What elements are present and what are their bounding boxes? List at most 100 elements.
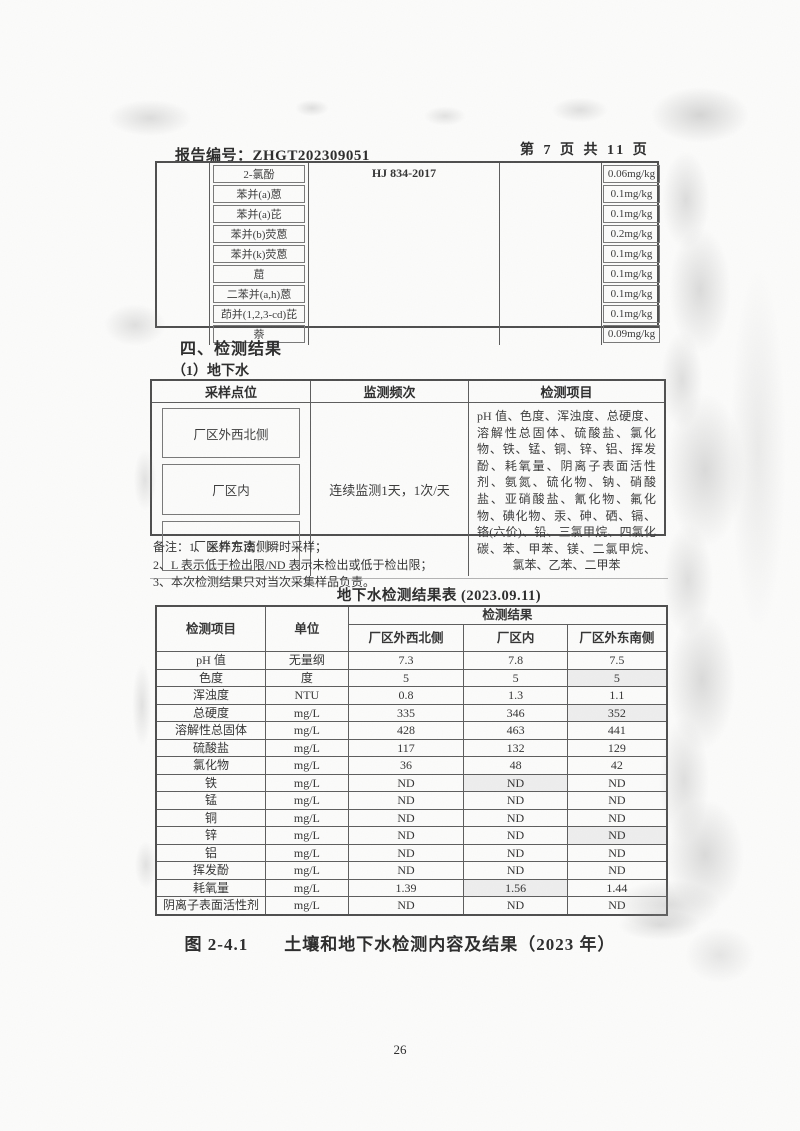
compound-value-cell: 0.1mg/kg: [603, 265, 660, 283]
divider-line: [150, 578, 668, 579]
compound-value-cell: 0.1mg/kg: [603, 185, 660, 203]
result-value-se-cell: 7.5: [566, 651, 668, 670]
result-value-in-cell: 5: [463, 668, 568, 687]
result-item-cell: 铝: [155, 843, 267, 862]
result-unit-cell: mg/L: [265, 896, 349, 915]
method-standard: HJ 834-2017: [371, 166, 437, 180]
results-row: 铁 mg/L ND ND ND: [155, 773, 668, 792]
result-unit-cell: mg/L: [265, 756, 349, 775]
result-item-cell: 氯化物: [155, 756, 267, 775]
compound-value-cell: 0.09mg/kg: [603, 325, 660, 343]
result-item-cell: 硫酸盐: [155, 738, 267, 757]
results-header-site-nw: 厂区外西北侧: [347, 624, 465, 652]
results-row: 溶解性总固体 mg/L 428 463 441: [155, 721, 668, 740]
result-item-cell: 总硬度: [155, 703, 267, 722]
results-row: pH 值 无量纲 7.3 7.8 7.5: [155, 651, 668, 670]
compound-value-cell: 0.1mg/kg: [603, 305, 660, 323]
result-value-nw-cell: 335: [347, 703, 465, 722]
compound-name-cell: 苯并(b)荧蒽: [213, 225, 305, 243]
result-value-nw-cell: 1.39: [347, 878, 465, 897]
compound-name-cell: 苯并(k)荧蒽: [213, 245, 305, 263]
results-row: 锌 mg/L ND ND ND: [155, 826, 668, 845]
result-value-se-cell: 1.1: [566, 686, 668, 705]
result-value-in-cell: ND: [463, 791, 568, 810]
result-unit-cell: mg/L: [265, 791, 349, 810]
result-value-in-cell: ND: [463, 861, 568, 880]
result-value-nw-cell: 428: [347, 721, 465, 740]
result-unit-cell: mg/L: [265, 878, 349, 897]
result-item-cell: 铜: [155, 808, 267, 827]
compound-name-cell: 2-氯酚: [213, 165, 305, 183]
result-value-nw-cell: 5: [347, 668, 465, 687]
compound-value-cell: 0.1mg/kg: [603, 285, 660, 303]
result-unit-cell: mg/L: [265, 773, 349, 792]
plan-header-frequency: 监测频次: [310, 381, 468, 403]
compound-name-cell: 苯并(a)蒽: [213, 185, 305, 203]
result-unit-cell: mg/L: [265, 826, 349, 845]
result-value-in-cell: ND: [463, 843, 568, 862]
compound-name-cell: 䓛: [213, 265, 305, 283]
result-unit-cell: mg/L: [265, 703, 349, 722]
result-value-se-cell: ND: [566, 843, 668, 862]
results-row: 总硬度 mg/L 335 346 352: [155, 703, 668, 722]
result-value-in-cell: 1.56: [463, 878, 568, 897]
compound-value-cell: 0.1mg/kg: [603, 205, 660, 223]
result-value-in-cell: 48: [463, 756, 568, 775]
result-value-nw-cell: 117: [347, 738, 465, 757]
result-item-cell: pH 值: [155, 651, 267, 670]
result-unit-cell: mg/L: [265, 843, 349, 862]
page-indicator: 第 7 页 共 11 页: [520, 143, 650, 158]
result-value-se-cell: ND: [566, 773, 668, 792]
compound-value-cell: 0.1mg/kg: [603, 245, 660, 263]
result-value-nw-cell: 36: [347, 756, 465, 775]
result-unit-cell: mg/L: [265, 808, 349, 827]
result-value-se-cell: ND: [566, 808, 668, 827]
result-value-nw-cell: 7.3: [347, 651, 465, 670]
result-value-se-cell: 42: [566, 756, 668, 775]
result-value-in-cell: ND: [463, 808, 568, 827]
result-value-se-cell: 129: [566, 738, 668, 757]
result-item-cell: 耗氧量: [155, 878, 267, 897]
result-value-se-cell: ND: [566, 826, 668, 845]
results-row: 硫酸盐 mg/L 117 132 129: [155, 738, 668, 757]
result-value-se-cell: 352: [566, 703, 668, 722]
result-value-in-cell: 346: [463, 703, 568, 722]
result-value-se-cell: ND: [566, 791, 668, 810]
result-unit-cell: mg/L: [265, 721, 349, 740]
note-line: 2、L 表示低于检出限/ND 表示未检出或低于检出限；: [153, 557, 433, 572]
result-value-se-cell: ND: [566, 896, 668, 915]
results-table-title: 地下水检测结果表 (2023.09.11): [336, 588, 542, 604]
result-unit-cell: 无量纲: [265, 651, 349, 670]
results-row: 氯化物 mg/L 36 48 42: [155, 756, 668, 775]
result-value-in-cell: 1.3: [463, 686, 568, 705]
results-table-body: pH 值 无量纲 7.3 7.8 7.5 色度 度 5 5 5 浑浊度 NTU …: [155, 651, 668, 915]
result-unit-cell: 度: [265, 668, 349, 687]
results-row: 浑浊度 NTU 0.8 1.3 1.1: [155, 686, 668, 705]
results-row: 挥发酚 mg/L ND ND ND: [155, 861, 668, 880]
result-value-in-cell: 463: [463, 721, 568, 740]
groundwater-plan-table: 采样点位 监测频次 检测项目 厂区外西北侧 厂区内 厂区外东南侧 连续监测1天，1次…: [150, 379, 666, 576]
result-item-cell: 浑浊度: [155, 686, 267, 705]
results-header-item: 检测项目: [155, 605, 267, 652]
result-value-nw-cell: ND: [347, 773, 465, 792]
site-cell: 厂区内: [162, 464, 300, 515]
plan-header-items: 检测项目: [468, 381, 664, 403]
soil-method-column: HJ 834-2017: [308, 163, 499, 345]
results-row: 铜 mg/L ND ND ND: [155, 808, 668, 827]
result-unit-cell: mg/L: [265, 861, 349, 880]
soil-table-empty-col-left: [157, 163, 209, 345]
soil-compound-name-column: 2-氯酚 苯并(a)蒽 苯并(a)芘 苯并(b)荧蒽 苯并(k)荧蒽䓛二苯并(a,h)蒽…: [209, 163, 308, 345]
result-item-cell: 锰: [155, 791, 267, 810]
result-value-nw-cell: ND: [347, 896, 465, 915]
results-header-result: 检测结果: [347, 605, 668, 625]
result-item-cell: 铁: [155, 773, 267, 792]
compound-name-cell: 二苯并(a,h)蒽: [213, 285, 305, 303]
result-value-se-cell: 441: [566, 721, 668, 740]
compound-value-cell: 0.06mg/kg: [603, 165, 660, 183]
result-item-cell: 挥发酚: [155, 861, 267, 880]
result-value-in-cell: ND: [463, 773, 568, 792]
results-header-unit: 单位: [265, 605, 349, 652]
plan-header-sample-point: 采样点位: [152, 381, 310, 403]
results-table-head: 检测项目 单位 检测结果 厂区外西北侧 厂区内 厂区外东南侧: [155, 605, 668, 652]
